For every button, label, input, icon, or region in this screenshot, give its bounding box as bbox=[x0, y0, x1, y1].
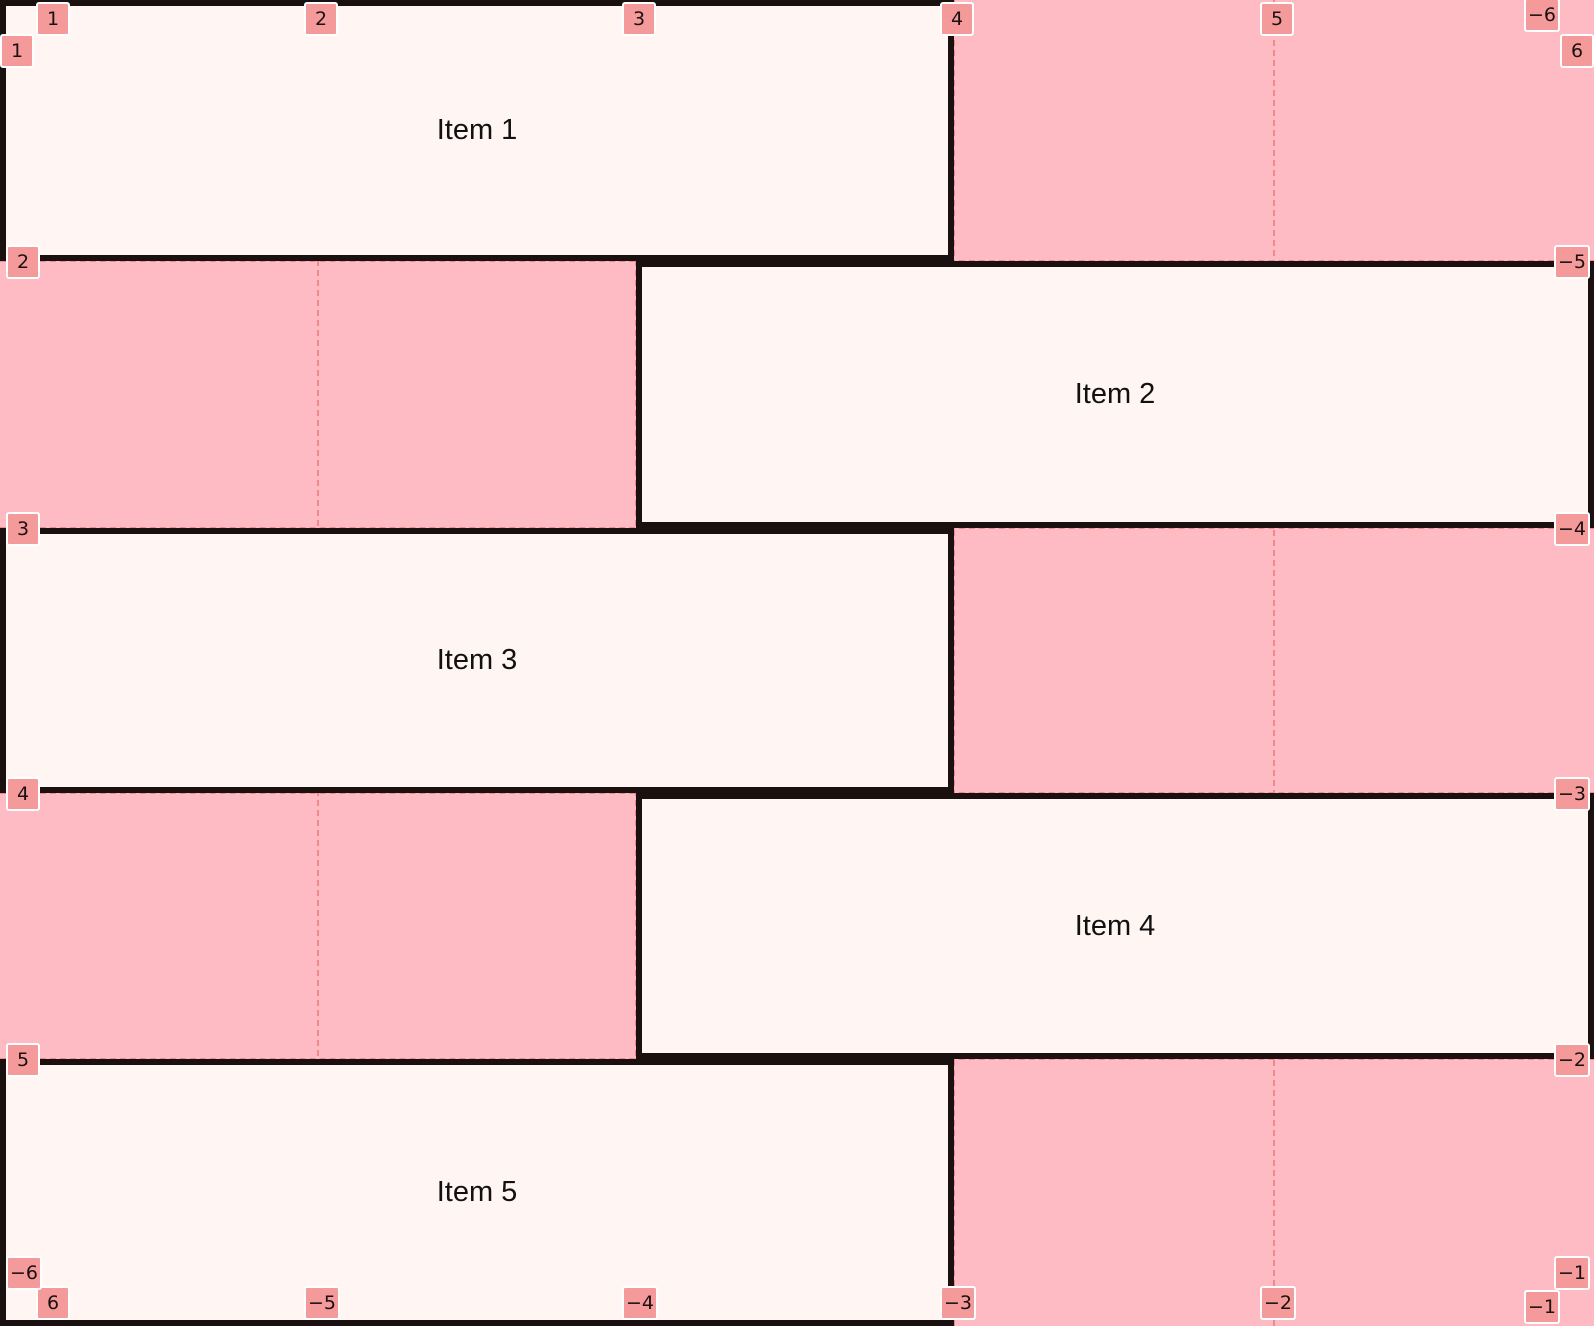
grid-item-3[interactable]: Item 3 bbox=[0, 528, 954, 793]
grid-item-4[interactable]: Item 4 bbox=[636, 793, 1594, 1059]
line-number-right: 6 bbox=[1560, 34, 1594, 68]
line-number-top: 5 bbox=[1260, 2, 1294, 36]
grid-item-label: Item 2 bbox=[1074, 378, 1156, 410]
line-number-right: −2 bbox=[1554, 1043, 1591, 1077]
line-number-left: 2 bbox=[6, 245, 40, 279]
line-number-top: 1 bbox=[36, 2, 70, 36]
grid-item-label: Item 1 bbox=[436, 114, 518, 146]
line-number-bottom: −3 bbox=[940, 1286, 977, 1320]
line-number-bottom: −4 bbox=[622, 1286, 659, 1320]
grid-item-label: Item 3 bbox=[436, 644, 518, 676]
line-number-right: −3 bbox=[1554, 777, 1591, 811]
line-number-left: 4 bbox=[6, 777, 40, 811]
line-number-right: −5 bbox=[1554, 245, 1591, 279]
line-number-left: 3 bbox=[6, 512, 40, 546]
grid-item-1[interactable]: Item 1 bbox=[0, 0, 954, 261]
grid-item-label: Item 5 bbox=[436, 1176, 518, 1208]
grid-item-label: Item 4 bbox=[1074, 909, 1156, 942]
line-number-top: −6 bbox=[1524, 0, 1561, 32]
line-number-left: 5 bbox=[6, 1043, 40, 1077]
line-number-bottom: −2 bbox=[1260, 1286, 1297, 1320]
line-number-top: 4 bbox=[940, 2, 974, 36]
line-number-bottom: 6 bbox=[36, 1286, 70, 1320]
grid-item-5[interactable]: Item 5 bbox=[0, 1059, 954, 1326]
grid-item-2[interactable]: Item 2 bbox=[636, 261, 1594, 528]
grid-column-line bbox=[1273, 0, 1275, 1326]
line-number-right: −1 bbox=[1554, 1256, 1591, 1290]
line-number-left: 1 bbox=[0, 34, 34, 68]
line-number-bottom: −5 bbox=[304, 1286, 341, 1320]
grid-column-line bbox=[953, 0, 955, 1326]
line-number-bottom: −1 bbox=[1524, 1290, 1561, 1324]
line-number-left: −6 bbox=[6, 1256, 43, 1290]
line-number-top: 3 bbox=[622, 2, 656, 36]
line-number-top: 2 bbox=[304, 2, 338, 36]
line-number-right: −4 bbox=[1554, 512, 1591, 546]
